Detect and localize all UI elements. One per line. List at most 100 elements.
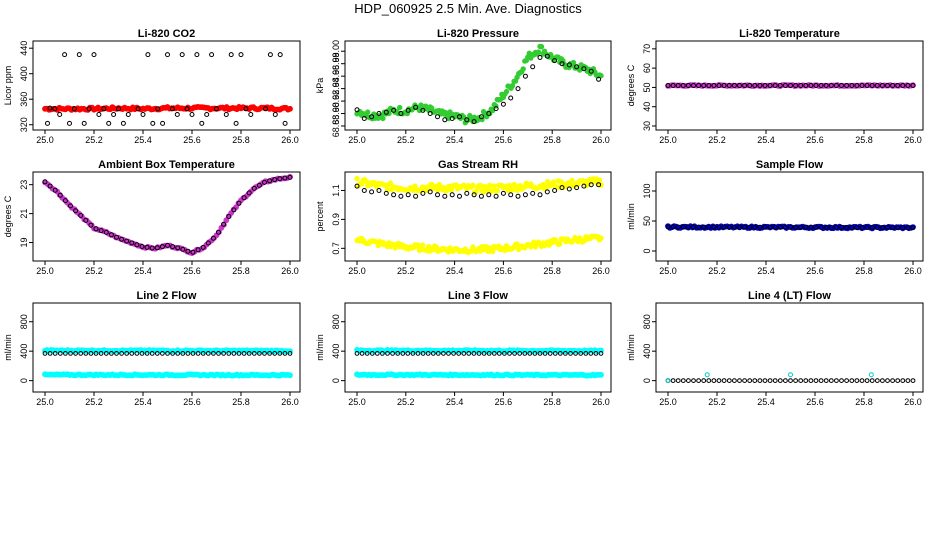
- x-tick-label: 25.8: [232, 266, 250, 276]
- data-point: [818, 224, 824, 230]
- data-point: [78, 213, 84, 218]
- data-point: [890, 378, 895, 384]
- data-point: [798, 378, 804, 384]
- data-point: [854, 225, 860, 230]
- data-point: [236, 351, 242, 356]
- x-tick-label: 26.0: [904, 266, 922, 276]
- x-tick-label: 25.4: [446, 135, 464, 145]
- data-point: [869, 83, 875, 88]
- data-point: [542, 351, 548, 356]
- y-tick-label: 800: [19, 314, 29, 329]
- x-tick-label: 25.6: [806, 135, 824, 145]
- data-point: [68, 351, 73, 356]
- data-point: [361, 188, 367, 193]
- data-point: [716, 83, 722, 88]
- data-point: [125, 112, 131, 117]
- data-point: [441, 351, 446, 356]
- data-point: [849, 224, 855, 230]
- data-point: [361, 116, 367, 121]
- data-point: [818, 83, 824, 88]
- x-tick-label: 26.0: [592, 135, 610, 145]
- data-point: [910, 378, 916, 384]
- data-point: [593, 351, 599, 356]
- data-point: [747, 224, 753, 230]
- data-point: [808, 378, 814, 384]
- panel-6: Sample Flow 25.0 25.2 25.4 25.6 25.8 26.0 0 50 10…: [626, 159, 924, 276]
- data-point: [135, 106, 141, 112]
- data-point: [67, 120, 72, 126]
- data-point: [517, 351, 523, 356]
- data-point: [869, 225, 875, 230]
- data-point: [520, 66, 526, 72]
- series-1: [42, 104, 293, 113]
- data-point: [246, 351, 252, 356]
- panel-8: Line 3 Flow 25.0 25.2 25.4 25.6 25.8 26.0 0 400 8…: [315, 290, 612, 407]
- series-2: [354, 53, 602, 125]
- data-point: [665, 83, 671, 88]
- data-point: [793, 224, 799, 230]
- data-point: [154, 245, 160, 251]
- data-point: [854, 83, 860, 88]
- plot-frame: [344, 302, 612, 393]
- data-point: [214, 106, 219, 112]
- data-point: [205, 351, 211, 356]
- data-point: [101, 106, 107, 112]
- data-point: [706, 83, 712, 88]
- y-tick-label: 0: [642, 378, 652, 383]
- y-tick-label: 68.92: [331, 90, 341, 113]
- data-point: [93, 226, 99, 232]
- y-tick-label: 100: [642, 183, 652, 198]
- data-point: [471, 351, 477, 356]
- data-point: [223, 112, 229, 117]
- x-tick-label: 25.2: [85, 135, 103, 145]
- series-2: [42, 371, 293, 379]
- data-point: [199, 120, 205, 126]
- data-point: [231, 351, 237, 356]
- data-point: [691, 378, 696, 384]
- data-point: [502, 351, 507, 356]
- data-point: [204, 112, 210, 117]
- data-point: [772, 224, 778, 230]
- data-point: [481, 351, 487, 356]
- data-point: [512, 351, 517, 356]
- data-point: [581, 66, 587, 72]
- data-point: [869, 378, 875, 384]
- data-point: [383, 109, 389, 115]
- data-point: [496, 351, 502, 356]
- x-tick-label: 26.0: [281, 266, 299, 276]
- data-point: [160, 351, 165, 356]
- panel-title: Li-820 Temperature: [739, 28, 840, 40]
- x-tick-label: 25.4: [134, 266, 152, 276]
- data-point: [405, 351, 411, 356]
- data-point: [170, 351, 176, 356]
- data-point: [574, 185, 580, 191]
- data-point: [490, 248, 496, 255]
- data-point: [190, 249, 196, 255]
- data-point: [420, 107, 426, 113]
- data-point: [559, 185, 565, 191]
- data-point: [885, 83, 890, 88]
- data-point: [486, 351, 492, 356]
- x-tick-label: 26.0: [592, 266, 610, 276]
- data-point: [808, 83, 814, 88]
- y-tick-label: 400: [19, 344, 29, 359]
- x-tick-label: 25.0: [348, 397, 366, 407]
- data-point: [52, 106, 58, 112]
- data-point: [390, 351, 396, 356]
- data-point: [52, 351, 58, 356]
- x-tick-label: 26.0: [904, 397, 922, 407]
- data-point: [119, 236, 125, 242]
- data-point: [282, 120, 288, 126]
- data-point: [762, 224, 768, 230]
- data-point: [96, 112, 102, 117]
- data-point: [435, 351, 441, 356]
- data-point: [464, 117, 470, 123]
- data-point: [413, 193, 419, 199]
- data-point: [711, 378, 717, 384]
- data-point: [515, 193, 521, 199]
- data-point: [547, 351, 553, 356]
- data-point: [209, 52, 215, 58]
- data-point: [598, 351, 604, 356]
- data-point: [144, 351, 150, 356]
- data-point: [461, 351, 467, 356]
